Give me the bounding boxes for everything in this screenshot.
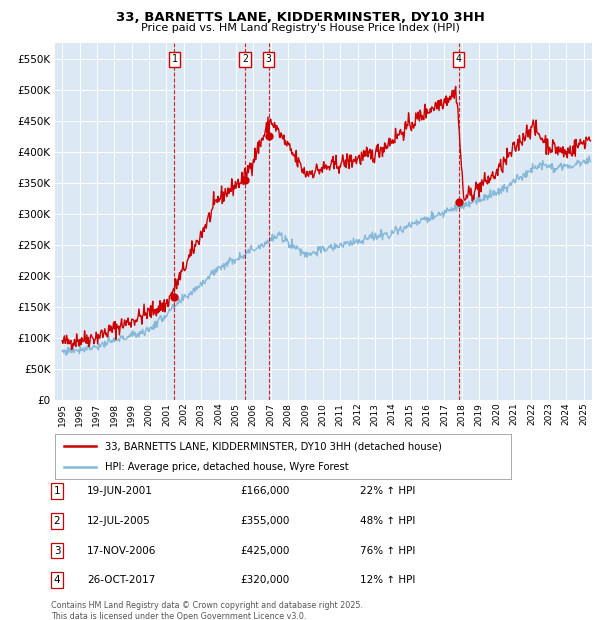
Text: £320,000: £320,000: [240, 575, 289, 585]
Text: 76% ↑ HPI: 76% ↑ HPI: [360, 546, 415, 556]
Text: This data is licensed under the Open Government Licence v3.0.: This data is licensed under the Open Gov…: [51, 612, 307, 620]
Text: 1: 1: [53, 486, 61, 496]
Text: 3: 3: [266, 55, 272, 64]
Text: 33, BARNETTS LANE, KIDDERMINSTER, DY10 3HH (detached house): 33, BARNETTS LANE, KIDDERMINSTER, DY10 3…: [106, 441, 442, 451]
Text: 19-JUN-2001: 19-JUN-2001: [87, 486, 153, 496]
Text: Price paid vs. HM Land Registry's House Price Index (HPI): Price paid vs. HM Land Registry's House …: [140, 23, 460, 33]
Text: 48% ↑ HPI: 48% ↑ HPI: [360, 516, 415, 526]
Text: £355,000: £355,000: [240, 516, 289, 526]
Text: £166,000: £166,000: [240, 486, 289, 496]
Text: 2: 2: [53, 516, 61, 526]
Text: 17-NOV-2006: 17-NOV-2006: [87, 546, 157, 556]
Text: 12-JUL-2005: 12-JUL-2005: [87, 516, 151, 526]
Text: HPI: Average price, detached house, Wyre Forest: HPI: Average price, detached house, Wyre…: [106, 463, 349, 472]
Text: Contains HM Land Registry data © Crown copyright and database right 2025.: Contains HM Land Registry data © Crown c…: [51, 601, 363, 611]
Text: 33, BARNETTS LANE, KIDDERMINSTER, DY10 3HH: 33, BARNETTS LANE, KIDDERMINSTER, DY10 3…: [116, 11, 484, 24]
Text: 1: 1: [172, 55, 178, 64]
Text: 4: 4: [456, 55, 461, 64]
Text: 12% ↑ HPI: 12% ↑ HPI: [360, 575, 415, 585]
Text: £425,000: £425,000: [240, 546, 289, 556]
Text: 4: 4: [53, 575, 61, 585]
Text: 26-OCT-2017: 26-OCT-2017: [87, 575, 155, 585]
Text: 22% ↑ HPI: 22% ↑ HPI: [360, 486, 415, 496]
Text: 2: 2: [242, 55, 248, 64]
Text: 3: 3: [53, 546, 61, 556]
